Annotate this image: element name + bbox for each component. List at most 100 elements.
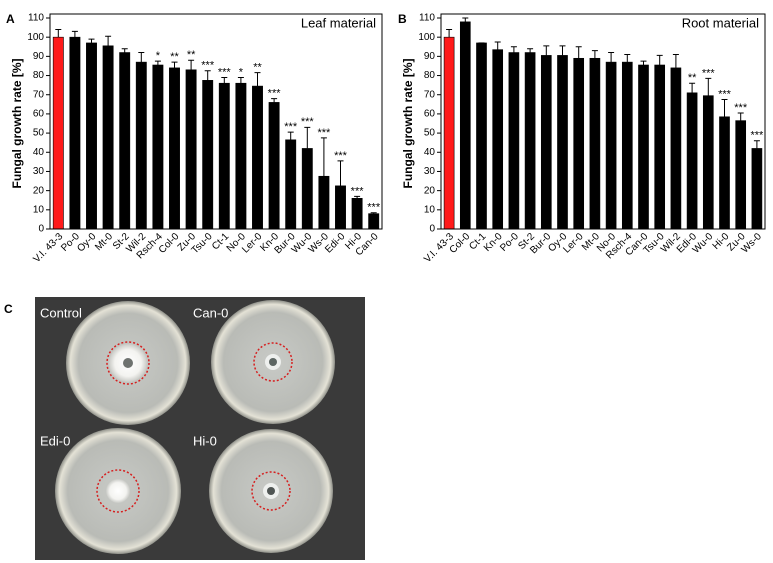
y-tick-label: 110 <box>419 13 435 24</box>
bar <box>152 64 164 230</box>
bar <box>285 139 297 230</box>
dish-hi0 <box>209 429 333 553</box>
bar <box>351 198 363 230</box>
significance-label: ** <box>688 72 697 84</box>
bar <box>654 64 666 230</box>
error-bar <box>510 46 517 53</box>
y-tick-label: 40 <box>424 147 436 158</box>
bar <box>202 80 214 230</box>
y-tick-label: 60 <box>424 109 436 120</box>
bar <box>69 36 81 230</box>
y-tick-label: 0 <box>429 224 435 235</box>
plot-frame <box>49 13 383 230</box>
y-tick-label: 80 <box>424 70 436 81</box>
bar <box>52 36 64 230</box>
significance-label: *** <box>317 127 331 139</box>
error-bar <box>221 76 228 84</box>
y-tick-label: 60 <box>33 109 45 120</box>
error-bar <box>370 212 377 214</box>
error-bar <box>71 30 78 38</box>
bar <box>86 42 97 230</box>
bar <box>235 82 247 230</box>
bar <box>557 55 568 230</box>
error-bar <box>608 52 615 63</box>
y-tick-label: 0 <box>38 224 44 235</box>
significance-label: *** <box>301 116 315 128</box>
significance-label: *** <box>702 67 716 79</box>
bar <box>719 116 730 230</box>
photo-panel: C Control Can-0 Edi-0 Hi-0 <box>4 297 365 560</box>
significance-label: *** <box>218 66 232 78</box>
y-tick-label: 100 <box>27 32 44 43</box>
bar <box>524 52 536 230</box>
y-tick-label: 100 <box>418 32 435 43</box>
panel-label: C <box>4 302 13 316</box>
significance-label: ** <box>253 62 262 74</box>
error-bar <box>672 53 679 68</box>
bar <box>185 69 197 230</box>
significance-label: *** <box>750 130 764 142</box>
y-tick-label: 30 <box>33 166 45 177</box>
y-tick-label: 20 <box>424 185 436 196</box>
bar <box>335 185 346 230</box>
error-bar <box>138 52 145 63</box>
chart-title: Root material <box>682 15 759 30</box>
error-bar <box>354 195 361 199</box>
error-bar <box>154 60 161 65</box>
bar <box>638 64 649 230</box>
bar <box>540 55 552 230</box>
y-axis-label: Fungal growth rate [%] <box>10 59 24 189</box>
bar <box>459 21 471 230</box>
bar <box>368 213 380 230</box>
y-tick-label: 50 <box>424 128 436 139</box>
bar <box>702 95 714 230</box>
y-tick-label: 30 <box>424 166 436 177</box>
y-axis-label: Fungal growth rate [%] <box>401 59 415 189</box>
bar <box>735 120 747 230</box>
significance-label: * <box>156 50 161 62</box>
panel-label: A <box>6 12 15 26</box>
bar <box>508 52 520 230</box>
error-bar <box>494 41 501 50</box>
bar <box>268 102 280 230</box>
error-bar <box>624 53 631 63</box>
y-tick-label: 80 <box>33 70 45 81</box>
bar <box>443 36 455 230</box>
y-tick-label: 70 <box>33 89 45 100</box>
photo-caption: Edi-0 <box>40 433 70 448</box>
error-bar <box>575 46 582 59</box>
error-bar <box>527 48 534 53</box>
y-tick-label: 50 <box>33 128 45 139</box>
bar <box>301 148 313 230</box>
photo-caption: Control <box>40 305 82 320</box>
significance-label: *** <box>284 121 298 133</box>
bar <box>218 82 230 230</box>
bar <box>621 61 633 230</box>
significance-label: * <box>239 66 244 78</box>
error-bar <box>121 48 128 53</box>
y-tick-label: 110 <box>28 13 44 24</box>
y-tick-label: 90 <box>33 51 45 62</box>
error-bar <box>446 29 453 38</box>
significance-label: *** <box>734 102 748 114</box>
significance-label: *** <box>201 60 215 72</box>
dish-control <box>66 301 190 425</box>
error-bar <box>105 35 112 46</box>
error-bar <box>237 76 244 84</box>
bar <box>573 57 585 230</box>
plot-frame <box>440 13 766 230</box>
y-tick-label: 90 <box>424 51 436 62</box>
significance-label: *** <box>718 88 732 100</box>
chart-title: Leaf material <box>301 15 376 30</box>
error-bar <box>591 50 598 59</box>
dish-edi0 <box>55 428 181 554</box>
significance-label: *** <box>334 150 348 162</box>
y-tick-label: 40 <box>33 147 45 158</box>
photo-caption: Hi-0 <box>193 433 217 448</box>
bar <box>318 175 330 230</box>
significance-label: *** <box>268 87 282 99</box>
dish-can0 <box>211 300 335 424</box>
bar <box>135 61 147 230</box>
